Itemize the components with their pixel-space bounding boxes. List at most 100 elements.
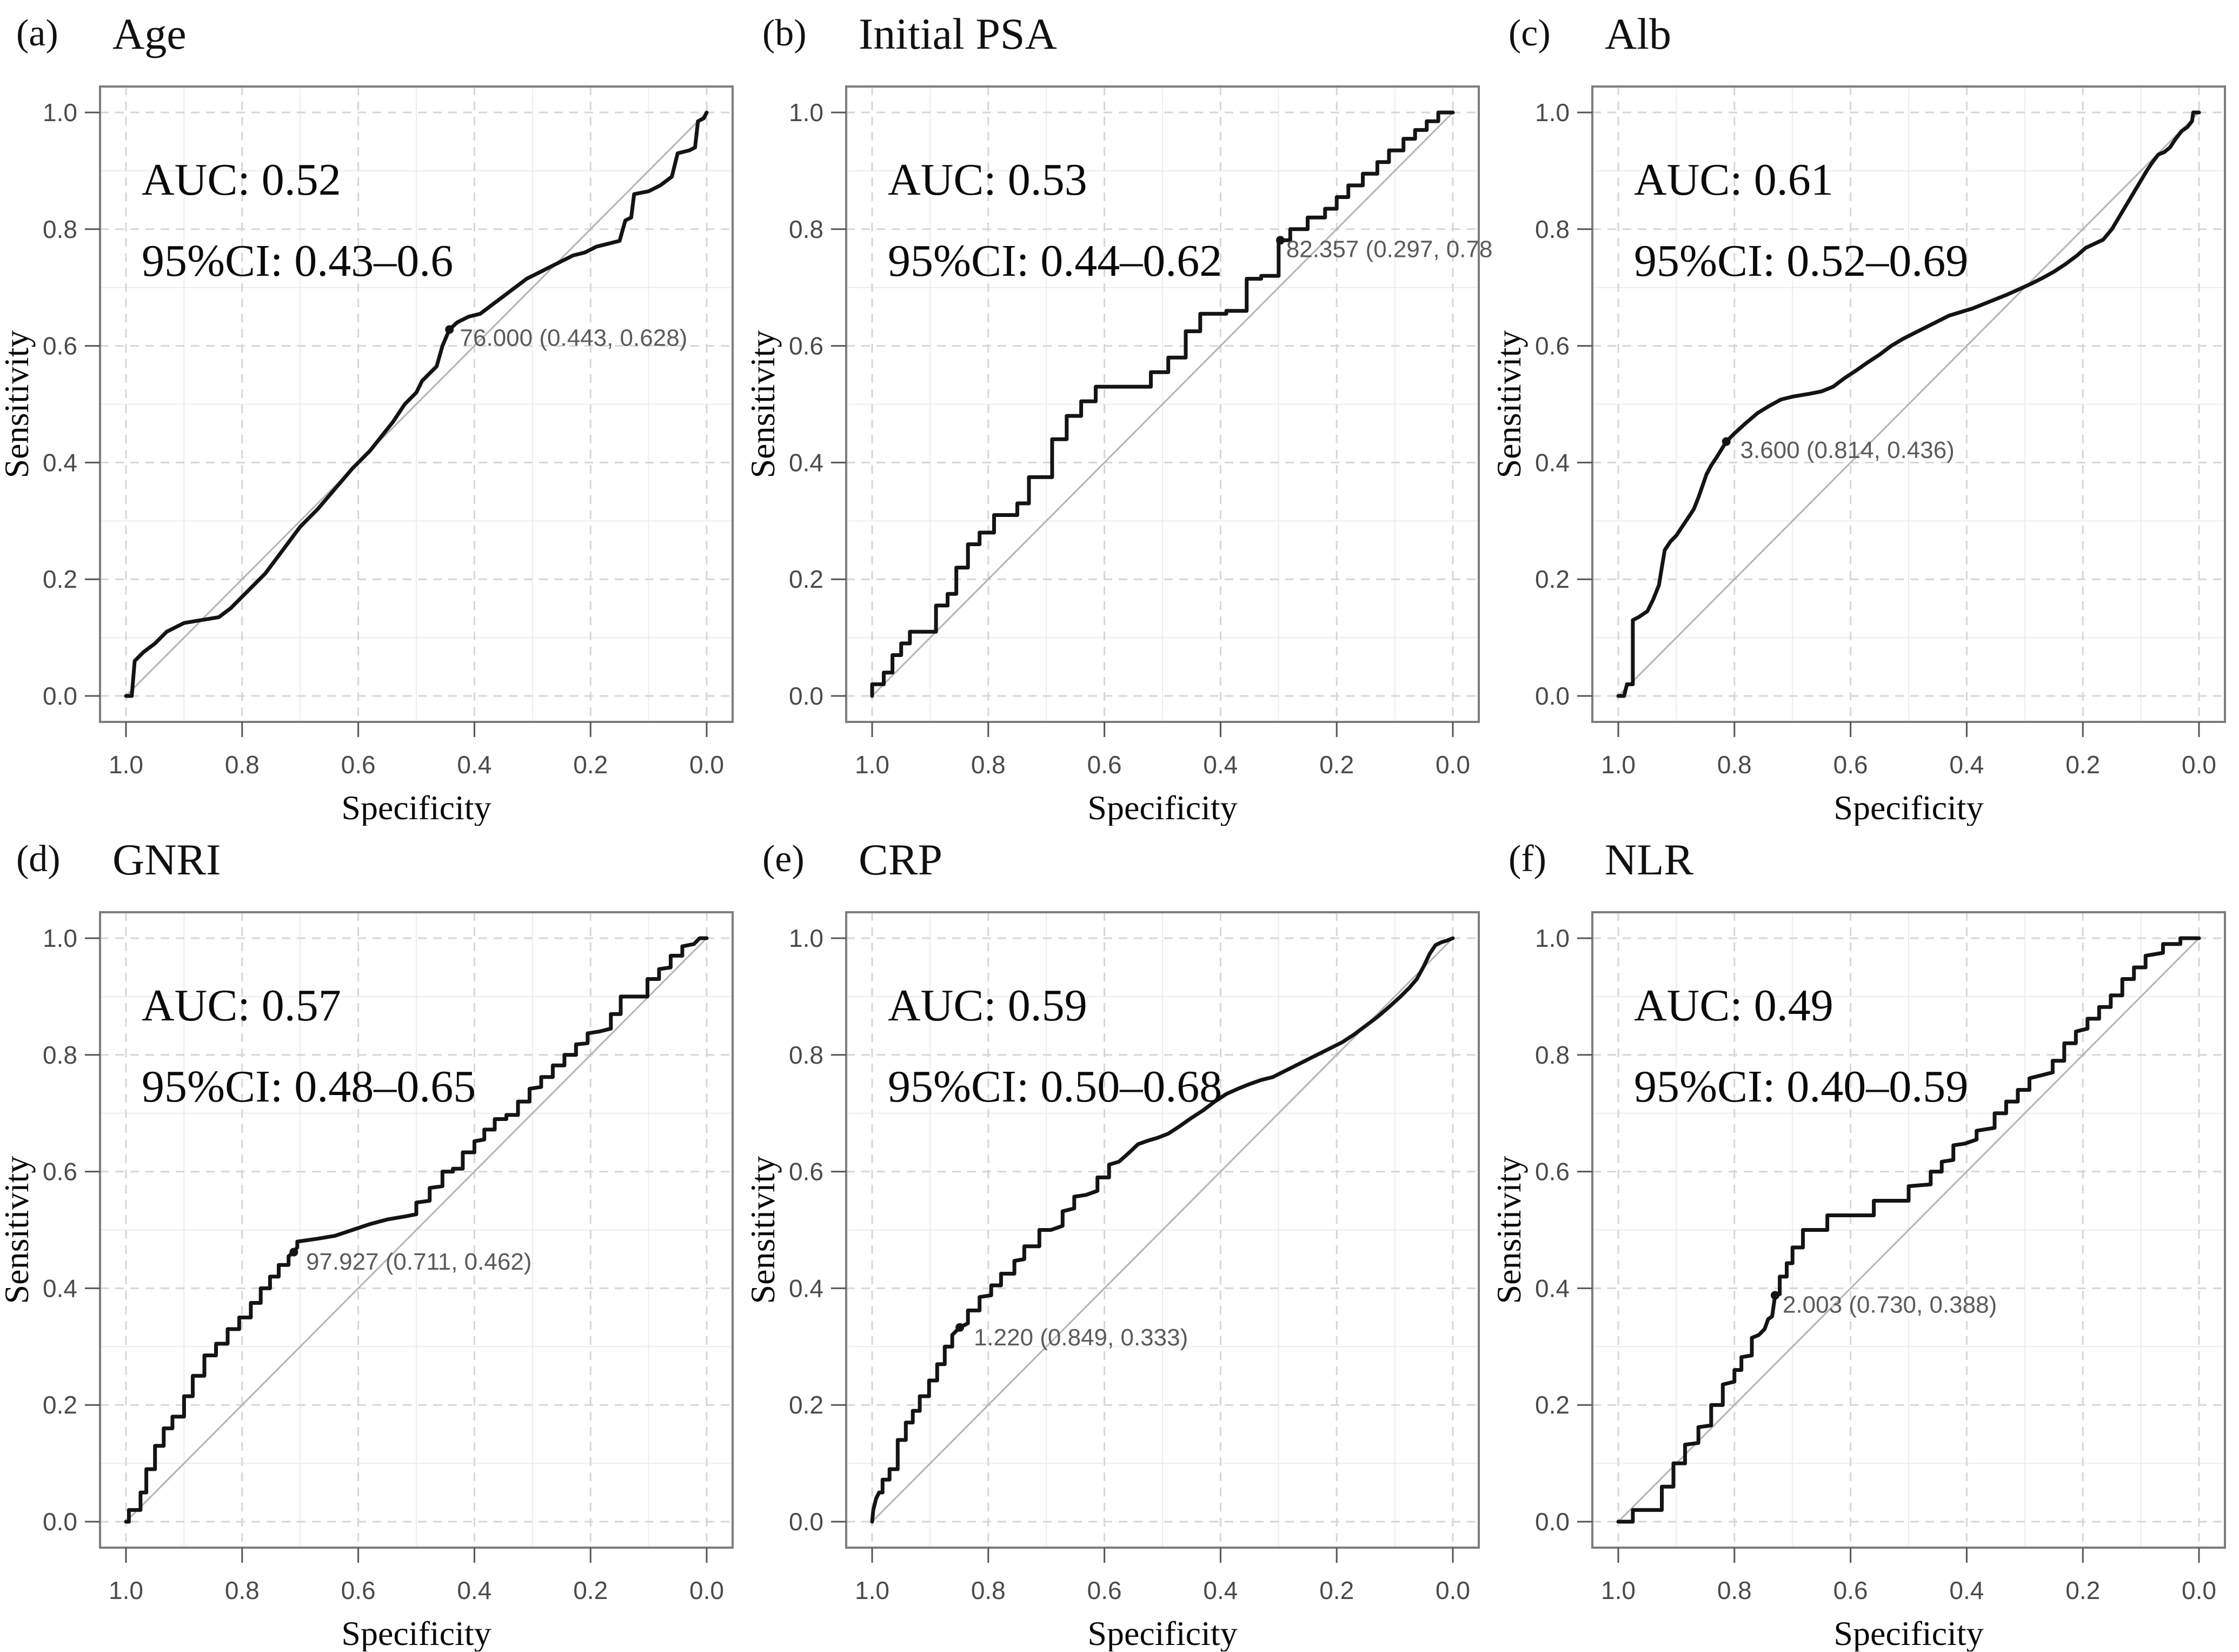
ci-value: 95%CI: 0.52–0.69 (1634, 236, 1969, 286)
auc-value: AUC: 0.53 (888, 155, 1087, 205)
svg-text:0.2: 0.2 (43, 1391, 77, 1419)
svg-text:0.4: 0.4 (789, 1274, 823, 1302)
svg-text:0.6: 0.6 (1535, 332, 1570, 360)
svg-text:0.0: 0.0 (1436, 1576, 1470, 1604)
panel-title: Alb (1605, 9, 1671, 58)
auc-annotation-block: AUC: 0.49 95%CI: 0.40–0.59 (1634, 965, 1968, 1127)
svg-text:1.0: 1.0 (1601, 1576, 1636, 1604)
ci-value: 95%CI: 0.48–0.65 (142, 1061, 476, 1112)
svg-text:1.0: 1.0 (1535, 98, 1570, 127)
panel-tag: (c) (1509, 12, 1551, 54)
svg-text:1.0: 1.0 (855, 751, 889, 779)
svg-text:1.220 (0.849, 0.333): 1.220 (0.849, 0.333) (974, 1324, 1188, 1351)
svg-text:Specificity: Specificity (1087, 1614, 1237, 1651)
svg-text:Specificity: Specificity (1833, 788, 1983, 826)
svg-text:0.2: 0.2 (789, 1391, 823, 1419)
svg-text:0.0: 0.0 (689, 751, 724, 779)
roc-plot: 82.357 (0.297, 0.781) 1.0 0.8 0.6 0.4 0.2 0.0 0… (746, 85, 1492, 826)
svg-text:0.0: 0.0 (1436, 751, 1470, 779)
svg-text:0.2: 0.2 (573, 1576, 608, 1604)
svg-text:0.2: 0.2 (573, 751, 608, 779)
auc-annotation-block: AUC: 0.57 95%CI: 0.48–0.65 (142, 965, 476, 1127)
svg-text:0.0: 0.0 (43, 682, 77, 710)
roc-plot: 76.000 (0.443, 0.628) 1.0 0.8 0.6 0.4 0.2 0.0 0… (0, 85, 734, 826)
svg-text:1.0: 1.0 (855, 1576, 889, 1604)
svg-text:0.6: 0.6 (1087, 1576, 1122, 1604)
svg-text:0.2: 0.2 (1535, 1391, 1570, 1419)
auc-value: AUC: 0.57 (142, 980, 341, 1031)
panel-title: NLR (1605, 835, 1693, 884)
svg-text:0.6: 0.6 (43, 1158, 77, 1186)
svg-text:0.8: 0.8 (225, 1576, 260, 1604)
roc-panel-age: (a) Age 76.000 (0.443, 0.628) 1.0 0.8 0.6 0.… (0, 0, 746, 826)
svg-text:3.600 (0.814, 0.436): 3.600 (0.814, 0.436) (1740, 437, 1955, 463)
svg-text:1.0: 1.0 (1535, 924, 1570, 952)
svg-text:0.6: 0.6 (1833, 1576, 1868, 1604)
svg-text:0.0: 0.0 (789, 1508, 823, 1536)
svg-text:0.4: 0.4 (43, 448, 77, 476)
svg-text:Sensitivity: Sensitivity (1492, 330, 1528, 479)
svg-text:Specificity: Specificity (341, 788, 491, 826)
svg-text:0.4: 0.4 (457, 1576, 491, 1604)
svg-text:2.003 (0.730, 0.388): 2.003 (0.730, 0.388) (1783, 1292, 1997, 1318)
svg-text:1.0: 1.0 (43, 98, 77, 127)
roc-panel-alb: (c) Alb 3.600 (0.814, 0.436) 1.0 0.8 0.6 0.4… (1492, 0, 2238, 826)
svg-text:1.0: 1.0 (789, 98, 823, 127)
svg-text:Sensitivity: Sensitivity (1492, 1156, 1528, 1304)
svg-text:0.0: 0.0 (43, 1508, 77, 1536)
svg-text:1.0: 1.0 (43, 924, 77, 952)
svg-text:0.2: 0.2 (1319, 751, 1354, 779)
svg-text:0.4: 0.4 (43, 1274, 77, 1302)
svg-text:0.4: 0.4 (789, 448, 823, 476)
roc-panel-gnri: (d) GNRI 97.927 (0.711, 0.462) 1.0 0.8 0.6 0… (0, 826, 746, 1651)
roc-plot: 1.220 (0.849, 0.333) 1.0 0.8 0.6 0.4 0.2 0.0 0.… (746, 911, 1480, 1651)
ci-value: 95%CI: 0.40–0.59 (1634, 1061, 1969, 1112)
panel-tag: (e) (762, 838, 805, 880)
svg-text:Specificity: Specificity (341, 1614, 491, 1651)
ci-value: 95%CI: 0.50–0.68 (888, 1061, 1223, 1112)
svg-text:0.8: 0.8 (1717, 1576, 1752, 1604)
svg-text:0.8: 0.8 (971, 751, 1006, 779)
svg-text:0.0: 0.0 (1535, 682, 1570, 710)
svg-text:0.8: 0.8 (225, 751, 260, 779)
svg-text:0.2: 0.2 (43, 565, 77, 593)
ci-value: 95%CI: 0.43–0.6 (142, 236, 454, 286)
svg-text:0.0: 0.0 (2182, 751, 2216, 779)
svg-text:0.6: 0.6 (789, 1158, 823, 1186)
svg-text:0.4: 0.4 (1949, 751, 1984, 779)
svg-text:Specificity: Specificity (1087, 788, 1237, 826)
svg-text:0.6: 0.6 (43, 332, 77, 360)
svg-text:82.357 (0.297, 0.781): 82.357 (0.297, 0.781) (1286, 236, 1492, 263)
svg-text:0.2: 0.2 (2065, 1576, 2100, 1604)
auc-annotation-block: AUC: 0.61 95%CI: 0.52–0.69 (1634, 140, 1968, 302)
svg-text:0.2: 0.2 (1535, 565, 1570, 593)
roc-plot: 97.927 (0.711, 0.462) 1.0 0.8 0.6 0.4 0.2 0.0 0… (0, 911, 734, 1651)
svg-text:Sensitivity: Sensitivity (0, 330, 36, 479)
panel-title: CRP (859, 835, 942, 884)
svg-text:97.927 (0.711, 0.462): 97.927 (0.711, 0.462) (306, 1249, 532, 1275)
panel-title: Initial PSA (859, 9, 1057, 58)
svg-text:0.8: 0.8 (43, 1041, 77, 1069)
svg-text:0.0: 0.0 (2182, 1576, 2216, 1604)
svg-text:1.0: 1.0 (1601, 751, 1636, 779)
svg-text:0.2: 0.2 (2065, 751, 2100, 779)
roc-plot: 3.600 (0.814, 0.436) 1.0 0.8 0.6 0.4 0.2 0.0 0.… (1492, 85, 2226, 826)
svg-text:0.6: 0.6 (1087, 751, 1122, 779)
auc-value: AUC: 0.59 (888, 980, 1087, 1031)
roc-panel-nlr: (f) NLR 2.003 (0.730, 0.388) 1.0 0.8 0.6 0.4… (1492, 826, 2238, 1651)
svg-text:0.4: 0.4 (457, 751, 491, 779)
panel-tag: (f) (1509, 838, 1546, 880)
svg-text:0.8: 0.8 (1535, 1041, 1570, 1069)
auc-annotation-block: AUC: 0.53 95%CI: 0.44–0.62 (888, 140, 1222, 302)
svg-text:0.0: 0.0 (1535, 1508, 1570, 1536)
svg-text:1.0: 1.0 (109, 751, 143, 779)
svg-text:0.6: 0.6 (341, 751, 376, 779)
auc-value: AUC: 0.61 (1634, 155, 1833, 205)
ci-value: 95%CI: 0.44–0.62 (888, 236, 1223, 286)
svg-text:0.6: 0.6 (341, 1576, 376, 1604)
svg-text:1.0: 1.0 (789, 924, 823, 952)
svg-text:0.4: 0.4 (1535, 1274, 1570, 1302)
svg-text:0.4: 0.4 (1203, 751, 1238, 779)
svg-text:Specificity: Specificity (1833, 1614, 1983, 1651)
